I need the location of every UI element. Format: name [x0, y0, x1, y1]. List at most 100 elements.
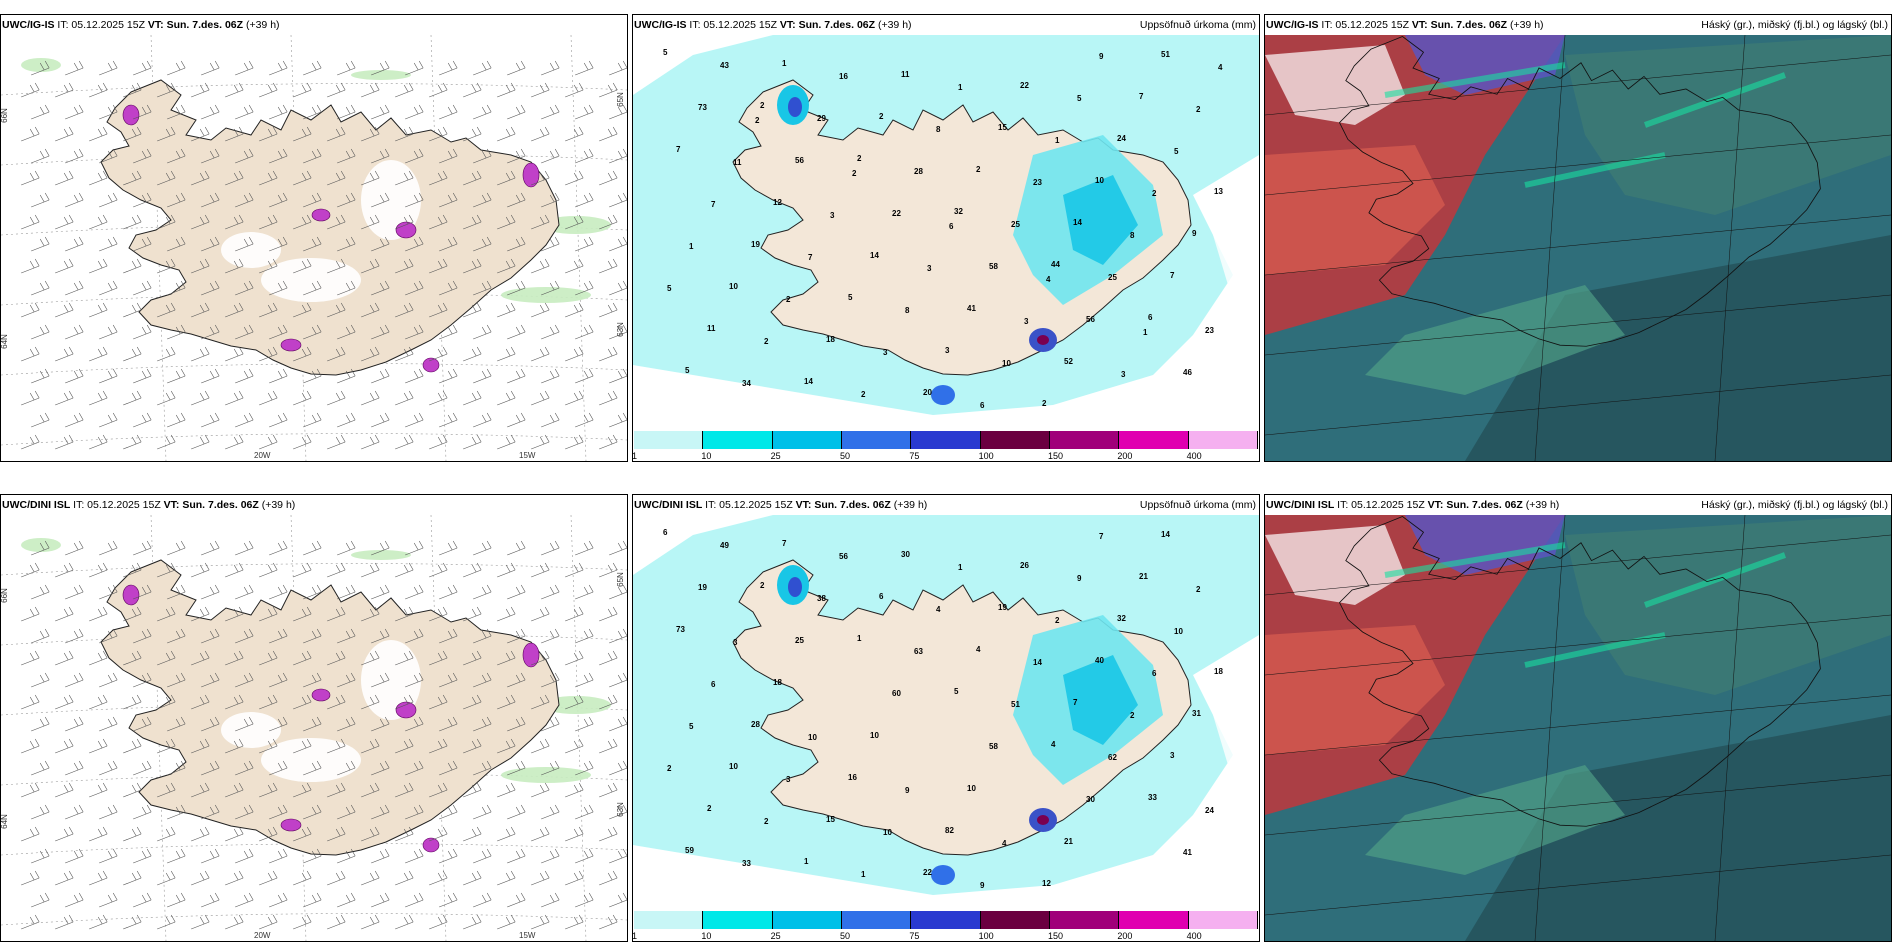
precip-value: 2 [1196, 105, 1201, 114]
precip-value: 19 [998, 603, 1007, 612]
precip-value: 51 [1011, 700, 1020, 709]
precip-value: 9 [1192, 229, 1197, 238]
colorbar-label: 150 [1048, 451, 1064, 461]
precip-value: 10 [1174, 627, 1183, 636]
colorbar-swatch [1049, 431, 1120, 449]
precip-value: 26 [1020, 561, 1029, 570]
precip-value: 5 [848, 293, 853, 302]
precip-value: 46 [1183, 368, 1192, 377]
precip-value: 16 [848, 773, 857, 782]
precip-value: 5 [685, 366, 690, 375]
precip-value: 1 [1055, 136, 1060, 145]
precip-value: 2 [764, 337, 769, 346]
precip-value: 7 [1170, 271, 1175, 280]
precip-value: 7 [808, 253, 813, 262]
colorbar-swatch [841, 911, 912, 929]
precip-value: 15 [826, 815, 835, 824]
precip-value: 25 [1108, 273, 1117, 282]
cloud-map [1265, 515, 1891, 941]
precip-value: 1 [782, 59, 787, 68]
colorbar-label: 50 [840, 931, 851, 941]
precip-value: 1 [857, 634, 862, 643]
wind-map [1, 515, 627, 941]
colorbar-swatch [1119, 911, 1189, 929]
precip-value: 41 [967, 304, 976, 313]
precip-value: 3 [927, 264, 932, 273]
precip-value: 30 [901, 550, 910, 559]
colorbar-swatch [980, 431, 1050, 449]
precip-value: 2 [760, 101, 765, 110]
precip-value: 4 [1051, 740, 1056, 749]
precip-value: 5 [1174, 147, 1179, 156]
precip-value: 3 [883, 348, 888, 357]
precip-value: 25 [795, 636, 804, 645]
precip-value: 22 [923, 868, 932, 877]
precip-value: 3 [830, 211, 835, 220]
precip-value: 7 [782, 539, 787, 548]
precip-value: 11 [901, 70, 910, 79]
precip-map: 5223244651221471114111510910182022241319… [633, 35, 1259, 433]
lat-label: 63N [615, 322, 625, 337]
colorbar-label: 400 [1186, 451, 1202, 461]
colorbar-label: 1 [632, 931, 638, 941]
colorbar-swatch [1188, 431, 1258, 449]
precip-value: 2 [1152, 189, 1157, 198]
colorbar-swatch [772, 431, 842, 449]
precip-value: 3 [1170, 751, 1175, 760]
precip-value: 58 [989, 262, 998, 271]
colorbar-label: 75 [909, 931, 920, 941]
precip-value: 24 [1117, 134, 1126, 143]
lat-label: 65N [615, 572, 625, 587]
precip-value: 2 [667, 764, 672, 773]
colorbar-swatch [1188, 911, 1258, 929]
panel-cloud-bottom: UWC/DINI ISL IT: 05.12.2025 15Z VT: Sun.… [1264, 494, 1892, 942]
precip-value: 9 [980, 881, 985, 890]
colorbar-swatch [1119, 431, 1189, 449]
colorbar-swatch [634, 431, 704, 449]
precip-value: 5 [663, 48, 668, 57]
colorbar-label: 10 [701, 451, 712, 461]
precip-value: 18 [1214, 667, 1223, 676]
precip-value: 63 [914, 647, 923, 656]
precip-value: 5 [1077, 94, 1082, 103]
precip-value: 18 [773, 678, 782, 687]
precip-value: 10 [729, 282, 738, 291]
precip-value: 1 [958, 563, 963, 572]
precip-value: 52 [1064, 357, 1073, 366]
precip-value: 1 [804, 857, 809, 866]
precip-value: 40 [1095, 656, 1104, 665]
precip-value: 2 [755, 116, 760, 125]
precip-value: 28 [751, 720, 760, 729]
precip-value: 12 [773, 198, 782, 207]
precip-value: 4 [976, 645, 981, 654]
panel-right-title: Uppsöfnuð úrkoma (mm) [1139, 499, 1256, 511]
precip-value: 6 [711, 680, 716, 689]
precip-value: 9 [905, 786, 910, 795]
precip-value: 14 [870, 251, 879, 260]
lat-label: 64N [0, 814, 9, 829]
precip-value: 51 [1161, 50, 1170, 59]
colorbar-swatch [911, 911, 981, 929]
lon-label: 20W [254, 931, 271, 940]
precip-value: 21 [1139, 572, 1148, 581]
wind-map [1, 35, 627, 461]
panel-right-title: Háský (gr.), miðský (fj.bl.) og lágský (… [1701, 499, 1888, 511]
colorbar-label: 200 [1117, 931, 1133, 941]
colorbar-swatch [911, 431, 981, 449]
precip-value: 14 [804, 377, 813, 386]
precip-value: 4 [1218, 63, 1223, 72]
precip-value: 60 [892, 689, 901, 698]
precip-value: 2 [1130, 711, 1135, 720]
precip-value: 73 [676, 625, 685, 634]
precip-value: 5 [667, 284, 672, 293]
precip-value: 32 [954, 207, 963, 216]
precip-value: 9 [1077, 574, 1082, 583]
precip-value: 11 [733, 158, 742, 167]
precip-value: 73 [698, 103, 707, 112]
precip-value: 4 [1002, 839, 1007, 848]
precip-value: 10 [1002, 359, 1011, 368]
precip-value: 10 [808, 733, 817, 742]
panel-title: UWC/IG-IS IT: 05.12.2025 15Z VT: Sun. 7.… [1266, 19, 1544, 31]
colorbar-label: 75 [909, 451, 920, 461]
precip-value: 8 [1130, 231, 1135, 240]
